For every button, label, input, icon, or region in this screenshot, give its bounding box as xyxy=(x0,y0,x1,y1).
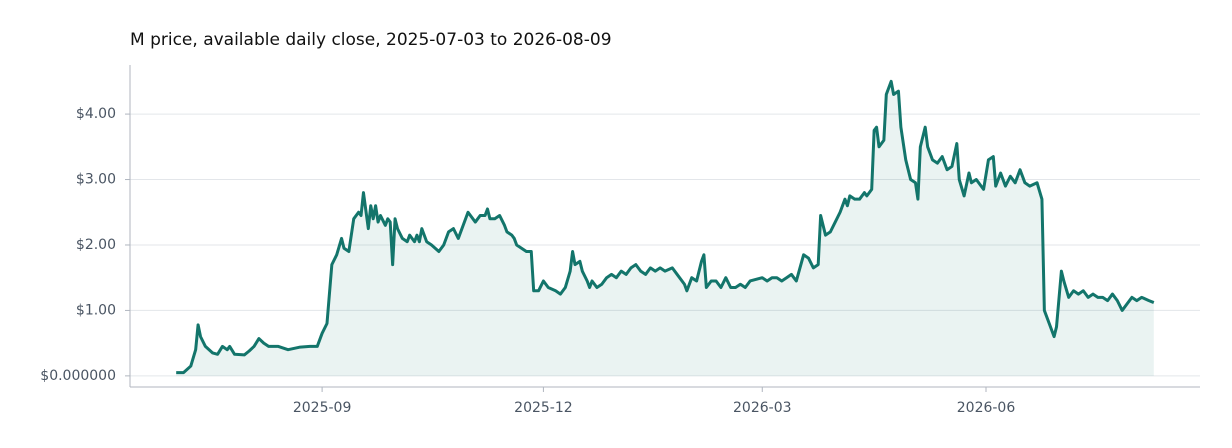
chart-title: M price, available daily close, 2025-07-… xyxy=(130,30,612,50)
area xyxy=(176,81,1154,376)
x-tick-label: 2025-09 xyxy=(293,400,352,416)
x-tick-label: 2025-12 xyxy=(514,400,573,416)
y-tick-label: $0.000000 xyxy=(40,368,116,384)
y-tick-label: $3.00 xyxy=(76,172,116,188)
y-tick-label: $2.00 xyxy=(76,237,116,253)
x-tick-label: 2026-03 xyxy=(733,400,792,416)
y-tick-label: $4.00 xyxy=(76,106,116,122)
price-line xyxy=(176,79,1155,375)
x-tick-label: 2026-06 xyxy=(957,400,1016,416)
y-tick-label: $1.00 xyxy=(76,302,116,318)
